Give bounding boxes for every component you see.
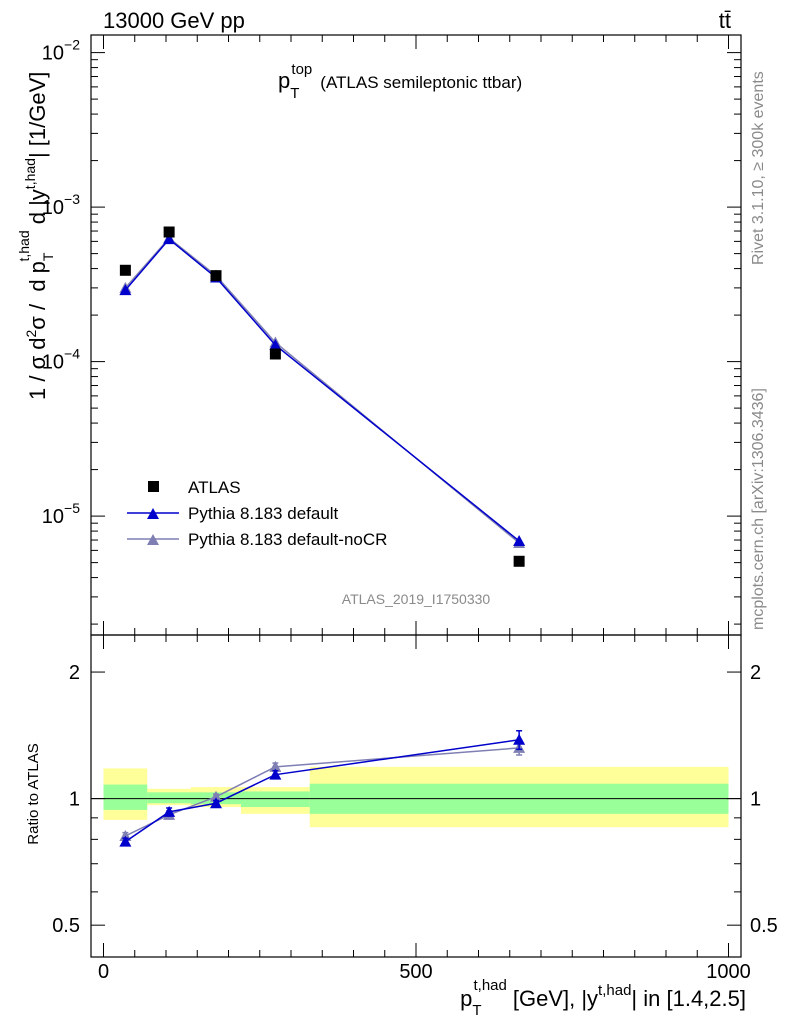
- ratio-series-group: [119, 730, 526, 847]
- main-y-tick-label: 10−4: [42, 346, 80, 374]
- legend-marker-nocr: [147, 534, 159, 545]
- main-y-tick-labels: 10−2 10−3 10−4 10−5: [42, 37, 80, 529]
- xlabel-sup2: t,had: [598, 982, 631, 999]
- ratio-y-tick-label: 1: [69, 789, 80, 811]
- ratio-y-tick-label-right: 1: [750, 789, 761, 811]
- data-point-square: [269, 348, 281, 360]
- plot-title: pTtop (ATLAS semileptonic ttbar): [278, 61, 522, 102]
- data-point-triangle: [210, 797, 222, 809]
- data-point-triangle: [269, 339, 282, 351]
- xlabel-mid: [GeV], |y: [513, 986, 598, 1011]
- title-rest: (ATLAS semileptonic ttbar): [320, 73, 522, 92]
- data-point-triangle: [513, 535, 526, 547]
- ratio-y-tick-label: 0.5: [52, 915, 80, 937]
- xlabel-end: | in [1.4,2.5]: [631, 986, 746, 1011]
- legend-label-atlas: ATLAS: [188, 478, 241, 497]
- ratio-axis-ticks: [91, 635, 741, 957]
- xlabel-main: p: [460, 986, 472, 1011]
- ratio-x-tick-label: 1000: [706, 961, 751, 983]
- ratio-y-tick-label: 2: [69, 662, 80, 684]
- main-y-tick-label: 10−2: [42, 37, 80, 65]
- data-point-triangle: [163, 805, 176, 817]
- energy-label: 13000 GeV pp: [103, 8, 245, 33]
- series-line: [124, 238, 520, 542]
- legend-label-default: Pythia 8.183 default: [188, 504, 339, 523]
- main-series-group: [119, 226, 526, 567]
- ratio-x-tick-labels: 0 500 1000: [98, 961, 751, 983]
- ratio-uncertainty-bands: [103, 766, 729, 828]
- data-point-square: [163, 226, 175, 238]
- title-sub: T: [290, 85, 299, 102]
- ratio-panel: 0.5 0.5 1 1 2 2 0 500 1000 Ratio to ATLAS pTt,h…: [25, 634, 778, 1019]
- data-point-square: [210, 270, 222, 282]
- xlabel-sub: T: [472, 1002, 481, 1019]
- data-point-square: [513, 555, 525, 567]
- data-point-triangle: [119, 284, 132, 296]
- data-point-triangle: [513, 733, 526, 745]
- data-point-triangle: [119, 835, 132, 847]
- analysis-id: ATLAS_2019_I1750330: [342, 591, 491, 607]
- mcplots-label: mcplots.cern.ch [arXiv:1306.3436]: [750, 388, 767, 630]
- main-axis-ticks: [91, 35, 741, 635]
- legend: ATLAS Pythia 8.183 default Pythia 8.183 …: [127, 478, 387, 549]
- legend-marker-atlas: [148, 481, 159, 492]
- legend-label-nocr: Pythia 8.183 default-noCR: [188, 530, 387, 549]
- ratio-y-tick-label-right: 0.5: [750, 915, 778, 937]
- rivet-label: Rivet 3.1.10, ≥ 300k events: [750, 71, 767, 265]
- main-y-tick-label: 10−3: [42, 191, 80, 219]
- ratio-y-axis-label: Ratio to ATLAS: [25, 743, 42, 844]
- uncertainty-band-green: [241, 791, 310, 808]
- legend-marker-default: [147, 508, 159, 519]
- xlabel-sup: t,had: [473, 977, 506, 994]
- title-sup: top: [291, 61, 312, 78]
- process-label: tt̄: [719, 8, 731, 33]
- data-point-triangle: [269, 768, 282, 780]
- x-axis-label: pTt,had[GeV], |yt,had| in [1.4,2.5]: [460, 977, 746, 1019]
- ratio-y-tick-label-right: 2: [750, 662, 761, 684]
- ratio-x-tick-label: 500: [399, 961, 432, 983]
- title-main: p: [278, 68, 290, 93]
- uncertainty-band-green: [103, 784, 148, 810]
- series-line: [124, 237, 520, 544]
- main-panel: 10−2 10−3 10−4 10−5 pTtop (ATLAS semileptoni…: [16, 34, 742, 636]
- data-point-triangle: [210, 790, 222, 802]
- data-point-triangle: [163, 233, 176, 245]
- main-y-tick-label: 10−5: [42, 500, 80, 528]
- uncertainty-band-green: [147, 792, 191, 804]
- data-point-square: [119, 264, 131, 276]
- data-point-triangle: [269, 760, 282, 772]
- ratio-y-tick-labels: 0.5 0.5 1 1 2 2: [52, 662, 778, 937]
- ratio-x-tick-label: 0: [98, 961, 109, 983]
